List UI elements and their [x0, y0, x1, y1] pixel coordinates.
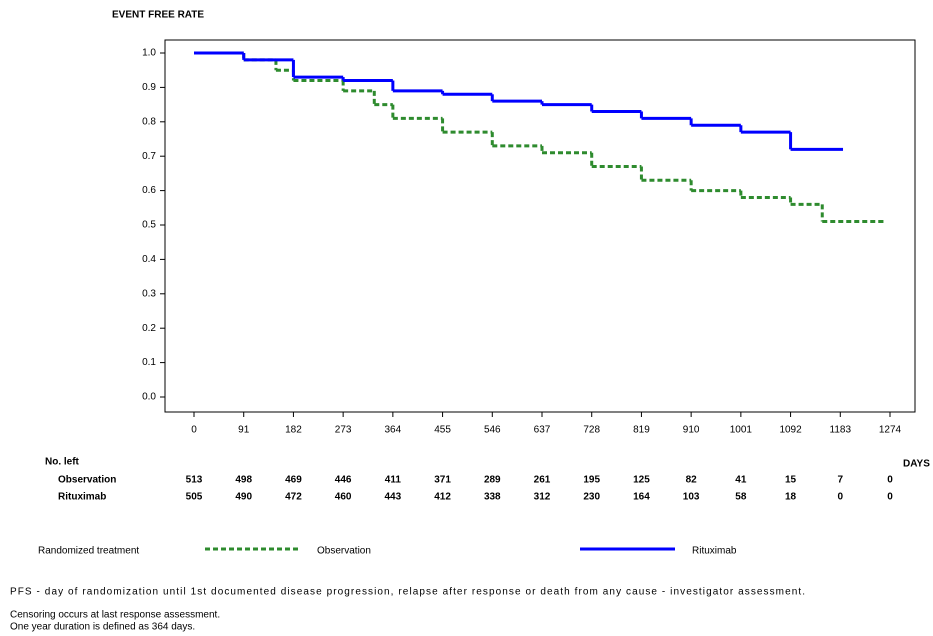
risk-count: 338 [484, 492, 501, 503]
x-tick-label: 1001 [730, 425, 753, 436]
x-tick-label: 182 [285, 425, 302, 436]
risk-count: 446 [335, 475, 352, 486]
risk-count: 261 [534, 475, 551, 486]
risk-count: 82 [686, 475, 698, 486]
risk-count: 412 [434, 492, 451, 503]
y-tick-label: 0.8 [142, 116, 156, 127]
risk-count: 411 [385, 475, 402, 486]
risk-row-name: Rituximab [58, 492, 106, 503]
y-tick-label: 1.0 [142, 48, 156, 59]
x-tick-label: 364 [385, 425, 402, 436]
legend-label: Rituximab [692, 546, 737, 557]
risk-row-name: Observation [58, 475, 116, 486]
risk-count: 0 [887, 492, 893, 503]
risk-count: 472 [285, 492, 302, 503]
footnote: PFS - day of randomization until 1st doc… [10, 587, 805, 598]
risk-count: 164 [633, 492, 650, 503]
y-axis-label: EVENT FREE RATE [112, 10, 204, 21]
x-tick-label: 546 [484, 425, 501, 436]
y-tick-label: 0.4 [142, 254, 156, 265]
legend-title: Randomized treatment [38, 546, 139, 557]
risk-count: 371 [434, 475, 451, 486]
y-tick-label: 0.1 [142, 357, 156, 368]
x-tick-label: 819 [633, 425, 650, 436]
risk-count: 443 [385, 492, 402, 503]
risk-count: 58 [735, 492, 747, 503]
x-tick-label: 910 [683, 425, 700, 436]
x-tick-label: 637 [534, 425, 551, 436]
risk-count: 513 [186, 475, 203, 486]
x-axis-label: DAYS [903, 459, 930, 470]
x-tick-label: 1092 [779, 425, 802, 436]
y-tick-label: 0.6 [142, 185, 156, 196]
risk-count: 230 [583, 492, 600, 503]
footnote: Censoring occurs at last response assess… [10, 610, 220, 621]
y-tick-label: 0.3 [142, 288, 156, 299]
risk-count: 103 [683, 492, 700, 503]
risk-count: 0 [838, 492, 844, 503]
x-tick-label: 0 [191, 425, 197, 436]
risk-count: 195 [583, 475, 600, 486]
footnote: One year duration is defined as 364 days… [10, 622, 195, 633]
risk-count: 469 [285, 475, 302, 486]
y-tick-label: 0.7 [142, 151, 156, 162]
plot-frame [164, 39, 916, 413]
y-tick-label: 0.5 [142, 220, 156, 231]
x-tick-label: 91 [238, 425, 250, 436]
risk-count: 0 [887, 475, 893, 486]
legend-label: Observation [317, 546, 371, 557]
y-tick-label: 0.2 [142, 323, 156, 334]
risk-count: 125 [633, 475, 650, 486]
risk-count: 460 [335, 492, 352, 503]
y-tick-label: 0.0 [142, 392, 156, 403]
risk-count: 312 [534, 492, 551, 503]
risk-count: 490 [235, 492, 252, 503]
x-tick-label: 1274 [879, 425, 902, 436]
risk-count: 41 [735, 475, 747, 486]
risk-count: 18 [785, 492, 797, 503]
x-tick-label: 455 [434, 425, 451, 436]
x-tick-label: 273 [335, 425, 352, 436]
x-tick-label: 1183 [830, 425, 852, 436]
y-tick-label: 0.9 [142, 82, 156, 93]
risk-count: 7 [838, 475, 844, 486]
risk-table-title: No. left [45, 457, 80, 468]
risk-count: 498 [235, 475, 252, 486]
x-tick-label: 728 [583, 425, 600, 436]
risk-count: 15 [785, 475, 797, 486]
risk-count: 505 [186, 492, 203, 503]
risk-count: 289 [484, 475, 501, 486]
